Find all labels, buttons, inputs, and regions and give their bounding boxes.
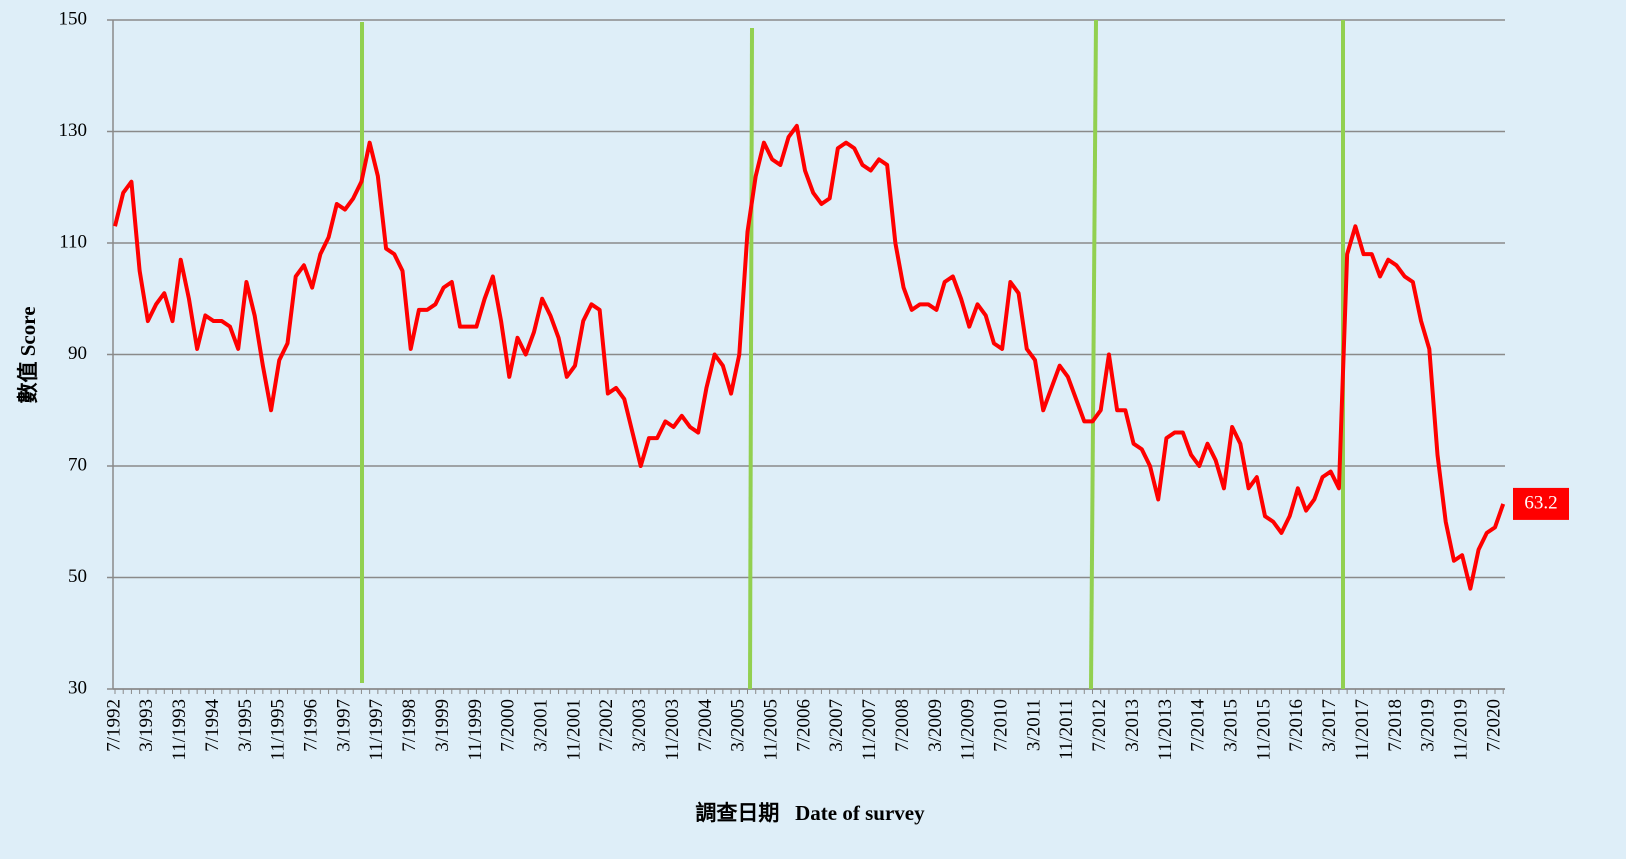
y-axis-title: 數值 Score — [16, 306, 40, 403]
x-tick-label: 3/2019 — [1418, 699, 1439, 752]
x-tick-label: 7/2002 — [596, 699, 617, 752]
y-tick-label: 90 — [68, 343, 87, 364]
x-tick-label: 11/2009 — [958, 699, 979, 761]
x-tick-label: 7/2006 — [793, 699, 814, 752]
x-tick-label: 7/2004 — [695, 699, 716, 752]
x-tick-label: 3/2013 — [1122, 699, 1143, 752]
y-tick-label: 50 — [68, 566, 87, 587]
x-tick-label: 7/2012 — [1089, 699, 1110, 752]
x-tick-label: 7/2008 — [892, 699, 913, 752]
end-label-box — [1513, 487, 1569, 520]
x-tick-label: 7/1994 — [202, 699, 223, 752]
event-line — [1089, 19, 1098, 690]
y-tick-label: 110 — [59, 231, 87, 252]
x-tick-label: 7/2018 — [1385, 699, 1406, 752]
x-tick-label: 11/2007 — [859, 699, 880, 761]
x-tick-label: 11/2003 — [662, 699, 683, 761]
x-tick-label: 7/1996 — [301, 699, 322, 752]
x-tick-label: 3/2007 — [826, 699, 847, 752]
x-tick-label: 3/1993 — [136, 699, 157, 752]
x-tick-label: 3/1995 — [235, 699, 256, 752]
x-tick-label: 11/2001 — [563, 699, 584, 761]
x-tick-label: 3/1997 — [333, 699, 354, 752]
x-tick-label: 11/2015 — [1253, 699, 1274, 761]
x-tick-label: 7/1992 — [103, 699, 124, 752]
data-line — [113, 123, 1506, 591]
x-tick-label: 7/2010 — [991, 699, 1012, 752]
x-tick-label: 3/2011 — [1023, 699, 1044, 751]
x-tick-label: 7/2020 — [1483, 699, 1504, 752]
x-tick-label: 3/2005 — [728, 699, 749, 752]
y-tick-label: 130 — [59, 120, 88, 141]
x-tick-label: 11/2017 — [1352, 699, 1373, 761]
x-tick-label: 11/1995 — [268, 699, 289, 761]
x-tick-label: 11/2005 — [761, 699, 782, 761]
x-tick-label: 11/1993 — [169, 699, 190, 761]
x-tick-label: 3/1999 — [432, 699, 453, 752]
x-tick-label: 11/2019 — [1451, 699, 1472, 761]
x-tick-label: 7/2000 — [498, 699, 519, 752]
y-tick-label: 70 — [68, 454, 87, 475]
x-tick-label: 3/2009 — [925, 699, 946, 752]
grid — [107, 19, 1505, 694]
end-value-label: 63.2 — [1524, 492, 1557, 513]
x-tick-label: 11/2013 — [1155, 699, 1176, 761]
x-tick-label: 7/2016 — [1286, 699, 1307, 752]
x-tick-label: 7/2014 — [1188, 699, 1209, 752]
event-line — [748, 27, 754, 690]
x-tick-label: 3/2015 — [1221, 699, 1242, 752]
x-tick-label: 3/2003 — [629, 699, 650, 752]
y-tick-label: 30 — [68, 677, 87, 698]
y-tick-label: 150 — [59, 8, 88, 29]
x-axis-title: 調查日期 Date of survey — [695, 801, 925, 825]
x-tick-label: 11/2011 — [1056, 699, 1077, 760]
x-tick-label: 3/2017 — [1319, 699, 1340, 752]
x-tick-label: 7/1998 — [399, 699, 420, 752]
x-tick-label: 11/1999 — [465, 699, 486, 761]
x-tick-label: 3/2001 — [531, 699, 552, 752]
x-tick-label: 11/1997 — [366, 699, 387, 761]
